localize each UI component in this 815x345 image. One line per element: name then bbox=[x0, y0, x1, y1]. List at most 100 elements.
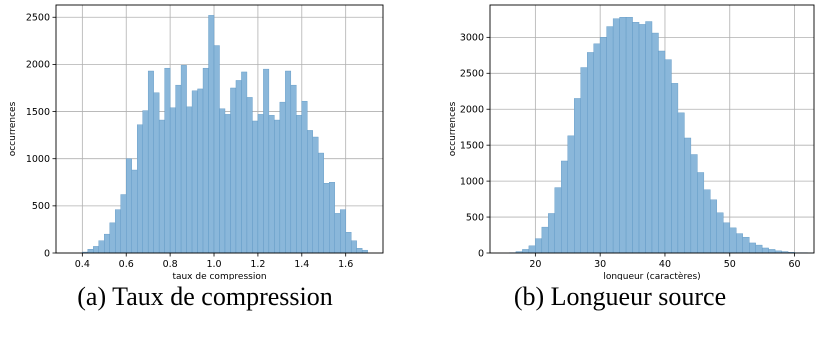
histogram-bar bbox=[307, 130, 313, 254]
histogram-bar bbox=[710, 199, 718, 254]
histogram-bar bbox=[323, 183, 330, 254]
histogram-bar bbox=[677, 112, 685, 254]
histogram-bar bbox=[175, 84, 182, 254]
histogram-bar bbox=[625, 17, 633, 254]
histogram-bar bbox=[213, 45, 220, 254]
histogram-bar bbox=[120, 194, 127, 254]
histogram-bar bbox=[230, 87, 237, 254]
histogram-bar bbox=[755, 244, 763, 254]
histogram-bar bbox=[252, 120, 259, 254]
plot-frame bbox=[489, 4, 815, 254]
histogram-bar bbox=[574, 98, 581, 254]
histogram-bar bbox=[268, 115, 275, 254]
x-axis-label: taux de compression bbox=[172, 272, 266, 280]
y-tick-label: 1000 bbox=[26, 154, 50, 165]
caption-source-length: (b) Longueur source bbox=[513, 282, 727, 311]
x-tick-label: 20 bbox=[529, 259, 541, 270]
histogram-bar bbox=[318, 152, 324, 254]
histogram-bar bbox=[104, 233, 110, 254]
x-tick-label: 0.6 bbox=[119, 259, 134, 270]
y-tick-label: 500 bbox=[32, 201, 50, 212]
plot-frame bbox=[55, 4, 384, 254]
histogram-bar bbox=[197, 88, 204, 254]
histogram-bar bbox=[180, 65, 187, 254]
histogram-bar bbox=[541, 226, 549, 254]
x-tick-label: 1.4 bbox=[294, 259, 309, 270]
histogram-bar bbox=[716, 212, 724, 254]
histogram-bar bbox=[191, 90, 198, 254]
histogram-bar bbox=[632, 22, 640, 254]
histogram-bar bbox=[671, 83, 679, 254]
y-tick-label: 1500 bbox=[460, 140, 484, 151]
histogram-bar bbox=[703, 189, 711, 254]
histogram-bar bbox=[350, 240, 357, 254]
histogram-bar bbox=[522, 249, 530, 254]
histogram-bar bbox=[257, 114, 264, 254]
histogram-bar bbox=[158, 119, 165, 254]
x-tick-label: 1.6 bbox=[338, 259, 353, 270]
histogram-bar bbox=[224, 114, 231, 254]
histogram-bar bbox=[147, 70, 154, 254]
histogram-bar bbox=[345, 232, 352, 254]
y-tick-label: 1000 bbox=[460, 176, 484, 187]
y-tick-label: 1500 bbox=[26, 107, 50, 118]
histogram-bar bbox=[340, 209, 346, 254]
histogram-bar bbox=[593, 43, 601, 254]
source-length-histogram: 20 30 40 50 60 0 500 1000 1500 2000 2500 3000 longue… bbox=[448, 4, 815, 280]
histogram-bar bbox=[186, 106, 193, 254]
histogram-bar bbox=[561, 160, 568, 254]
histogram-bar bbox=[93, 246, 99, 254]
histogram-bar bbox=[290, 84, 297, 254]
histogram-bar bbox=[219, 108, 226, 254]
histogram-bar bbox=[697, 172, 705, 254]
x-tick-label: 0.8 bbox=[163, 259, 178, 270]
histogram-bar bbox=[768, 249, 776, 254]
histogram-bar bbox=[142, 110, 149, 254]
x-axis-label: longueur (caractères) bbox=[603, 271, 700, 280]
histogram-bar bbox=[131, 169, 138, 254]
histogram-bar bbox=[580, 67, 588, 254]
histogram-bar bbox=[235, 80, 242, 254]
histogram-bar bbox=[153, 92, 160, 254]
compression-ratio-histogram: 0.4 0.6 0.8 1.0 1.2 1.4 1.6 0 500 1000 1500 2000 250… bbox=[8, 4, 384, 280]
histogram-bar bbox=[301, 100, 308, 254]
y-tick-label: 2000 bbox=[26, 60, 50, 71]
y-axis-label: occurrences bbox=[8, 101, 18, 156]
histogram-bar bbox=[109, 222, 116, 254]
histogram-bar bbox=[246, 97, 253, 254]
y-axis-label: occurrences bbox=[448, 101, 458, 156]
y-tick-label: 2500 bbox=[460, 69, 484, 80]
histogram-bar bbox=[736, 233, 743, 254]
histogram-bar bbox=[612, 18, 620, 254]
histogram-bar bbox=[586, 52, 594, 254]
histogram-bar bbox=[274, 119, 281, 254]
y-tick-label: 500 bbox=[466, 212, 484, 223]
histogram-bar bbox=[729, 227, 737, 254]
histogram-bar bbox=[334, 213, 341, 254]
histogram-bar bbox=[279, 101, 286, 254]
histogram-bar bbox=[126, 158, 132, 254]
histogram-bar bbox=[761, 247, 769, 254]
y-tick-label: 0 bbox=[44, 248, 50, 259]
histogram-bar bbox=[723, 222, 730, 254]
x-tick-label: 1.0 bbox=[206, 259, 221, 270]
histogram-bar bbox=[548, 213, 556, 254]
histogram-bar bbox=[619, 17, 627, 254]
y-tick-label: 2500 bbox=[26, 13, 50, 24]
histogram-bar bbox=[528, 245, 536, 254]
histogram-bar bbox=[312, 136, 319, 254]
histogram-bar bbox=[638, 24, 646, 254]
histogram-bar bbox=[690, 154, 698, 254]
histogram-bar bbox=[169, 107, 176, 254]
y-tick-label: 2000 bbox=[460, 105, 484, 116]
histogram-bar bbox=[115, 209, 121, 254]
histogram-bar bbox=[599, 37, 607, 254]
y-tick-label: 3000 bbox=[460, 33, 484, 44]
histogram-bar bbox=[164, 67, 171, 254]
histogram-bar bbox=[356, 248, 363, 254]
histogram-bar bbox=[98, 240, 105, 254]
x-tick-label: 40 bbox=[659, 259, 671, 270]
histogram-bar bbox=[208, 15, 215, 254]
histogram-bar bbox=[684, 137, 692, 254]
histogram-bar bbox=[263, 68, 270, 254]
